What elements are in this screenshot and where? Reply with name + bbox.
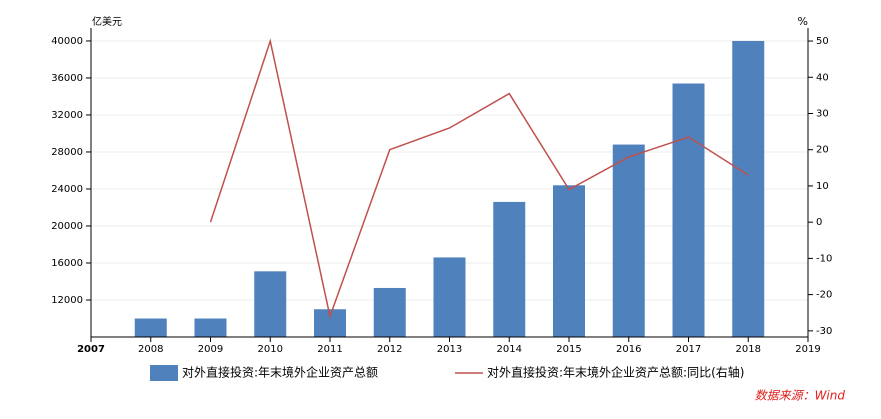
y-tick-label: 20000 — [51, 221, 83, 232]
bar — [254, 271, 287, 337]
x-tick-label: 2018 — [736, 344, 761, 355]
bar — [553, 185, 585, 337]
x-tick-label: 2012 — [377, 344, 402, 355]
x-tick-label: 2017 — [676, 344, 701, 355]
y2-tick-label: 10 — [816, 181, 829, 192]
legend-label: 对外直接投资:年末境外企业资产总额:同比(右轴) — [487, 365, 744, 380]
x-tick-label: 2014 — [497, 344, 522, 355]
y2-tick-label: -30 — [816, 326, 832, 337]
x-tick-label: 2013 — [437, 344, 462, 355]
y2-axis-label: % — [798, 15, 808, 28]
y-tick-label: 28000 — [51, 147, 83, 158]
x-tick-label: 2019 — [795, 344, 820, 355]
y2-tick-label: 0 — [816, 217, 822, 228]
x-tick-label: 2007 — [77, 344, 105, 355]
line — [209, 38, 749, 320]
bar — [134, 318, 167, 337]
y-axis-label: 亿美元 — [92, 15, 122, 28]
y-tick-label: 24000 — [51, 184, 83, 195]
y-tick-label: 40000 — [51, 36, 83, 47]
y-tick-label: 16000 — [51, 258, 83, 269]
y2-tick-label: 20 — [816, 145, 829, 156]
legend-swatch — [150, 365, 178, 381]
y-tick-label: 12000 — [51, 295, 83, 306]
legend-label: 对外直接投资:年末境外企业资产总额 — [182, 365, 378, 380]
y2-tick-label: 40 — [816, 72, 829, 83]
bar — [672, 83, 705, 338]
y2-tick-label: 30 — [816, 108, 829, 119]
x-tick-label: 2011 — [317, 344, 342, 355]
bar — [732, 40, 765, 338]
bar — [373, 287, 406, 337]
y-tick-label: 36000 — [51, 73, 83, 84]
y2-tick-label: -10 — [816, 253, 832, 264]
x-tick-label: 2015 — [556, 344, 581, 355]
x-tick-label: 2010 — [258, 344, 283, 355]
bar — [194, 318, 227, 337]
y-tick-label: 32000 — [51, 110, 83, 121]
bar — [493, 201, 526, 337]
source: 数据来源：Wind — [755, 389, 846, 403]
bar — [612, 144, 645, 337]
y2-tick-label: -20 — [816, 290, 832, 301]
x-tick-label: 2016 — [616, 344, 641, 355]
y2-tick-label: 50 — [816, 36, 829, 47]
bar — [433, 257, 466, 337]
x-tick-label: 2008 — [138, 344, 163, 355]
x-tick-label: 2009 — [198, 344, 223, 355]
